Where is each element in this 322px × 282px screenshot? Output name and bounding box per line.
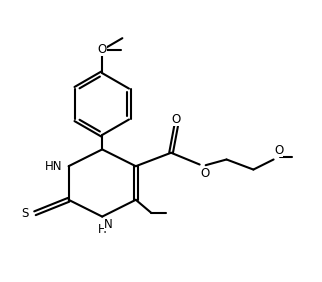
Text: O: O [98, 43, 107, 56]
Text: N: N [104, 218, 113, 231]
Text: H: H [98, 223, 107, 236]
Text: O: O [274, 144, 283, 157]
Text: O: O [200, 167, 210, 180]
Text: S: S [22, 207, 29, 220]
Text: HN: HN [45, 160, 62, 173]
Text: O: O [172, 113, 181, 126]
